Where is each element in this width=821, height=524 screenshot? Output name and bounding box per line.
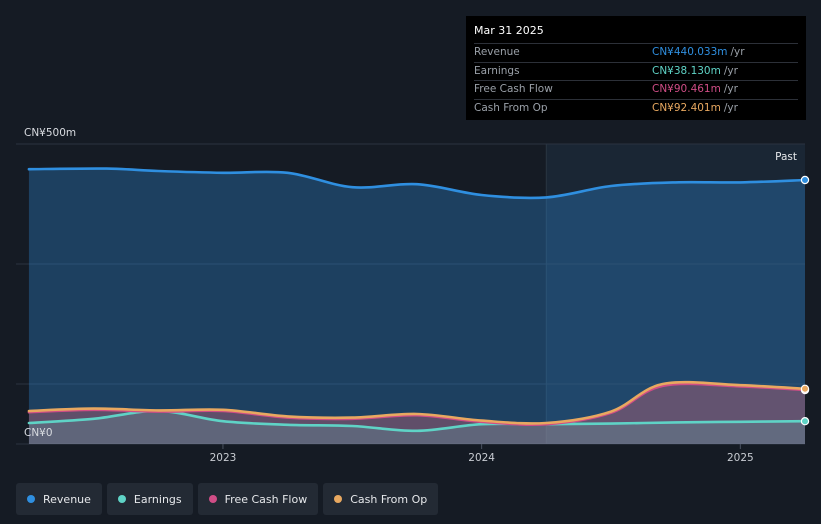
grid xyxy=(16,143,805,445)
tooltip-value: CN¥440.033m xyxy=(652,46,728,58)
past-label: Past xyxy=(775,151,797,163)
tooltip-row-free-cash-flow: Free Cash Flow CN¥90.461m/yr xyxy=(474,80,798,99)
tooltip-label: Cash From Op xyxy=(474,101,548,114)
legend-dot-icon xyxy=(208,495,217,503)
cash-from-op-area xyxy=(28,382,805,444)
revenue-end-point xyxy=(800,175,810,185)
tooltip-value: CN¥38.130m xyxy=(652,64,721,77)
tooltip-unit: /yr xyxy=(730,46,745,58)
y-top-label: CN¥500m xyxy=(24,127,76,139)
revenue-area xyxy=(28,168,805,444)
earnings-area xyxy=(28,410,805,444)
tooltip-label: Earnings xyxy=(474,64,520,77)
x-tick-label-2025: 2025 xyxy=(727,452,754,464)
tooltip-row-revenue: Revenue CN¥440.033m/yr xyxy=(474,43,798,62)
legend-label: Cash From Op xyxy=(350,492,428,506)
tooltip-date: Mar 31 2025 xyxy=(474,24,544,37)
tooltip-rows: Revenue CN¥440.033m/yr Earnings CN¥38.130m /… xyxy=(474,43,798,117)
series-areas xyxy=(28,168,805,444)
x-tick-label-2023: 2023 xyxy=(210,452,237,464)
revenue-line xyxy=(27,167,807,200)
legend-label: Revenue xyxy=(43,492,91,506)
tooltip-row-earnings: Earnings CN¥38.130m/yr xyxy=(474,61,798,81)
legend-item-earnings[interactable]: Earnings xyxy=(106,483,193,515)
legend-item-revenue[interactable]: Revenue xyxy=(16,483,102,515)
x-tick-label-2024: 2024 xyxy=(468,452,495,464)
cash-from-op-end-point xyxy=(800,384,810,393)
legend-item-free-cash-flow[interactable]: Free Cash Flow xyxy=(197,483,319,515)
tooltip-value: CN¥92.401m xyxy=(652,101,721,114)
legend-label: Free Cash Flow xyxy=(224,492,308,506)
legend-label: Earnings xyxy=(133,492,182,506)
tooltip-label: Free Cash Flow xyxy=(474,83,553,95)
legend-dot-icon xyxy=(334,495,343,503)
free-cash-flow-area xyxy=(28,383,805,444)
y-zero-label: CN¥0 xyxy=(24,427,53,439)
tooltip-label: Revenue xyxy=(474,46,520,58)
tooltip-unit: /yr xyxy=(723,64,738,77)
tooltip-row-cash-from-op: Cash From Op CN¥92.401m/yr xyxy=(474,98,798,118)
legend-item-cash-from-op[interactable]: Cash From Op xyxy=(323,483,439,515)
cash-from-op-line xyxy=(27,380,807,425)
legend-dot-icon xyxy=(27,495,35,503)
x-ticks: 2023 2024 2025 xyxy=(210,444,754,464)
tooltip-unit: /yr xyxy=(723,101,738,114)
legend: Revenue Earnings Free Cash Flow Cash From O… xyxy=(16,483,439,515)
tooltip: Mar 31 2025 Revenue CN¥440.033m/yr Earning… xyxy=(466,16,806,120)
past-region xyxy=(546,144,805,444)
series-lines xyxy=(27,167,810,433)
tooltip-value: CN¥90.461m xyxy=(652,83,721,95)
earnings-end-point xyxy=(800,417,810,426)
tooltip-unit: /yr xyxy=(723,83,738,95)
legend-dot-icon xyxy=(117,495,126,503)
